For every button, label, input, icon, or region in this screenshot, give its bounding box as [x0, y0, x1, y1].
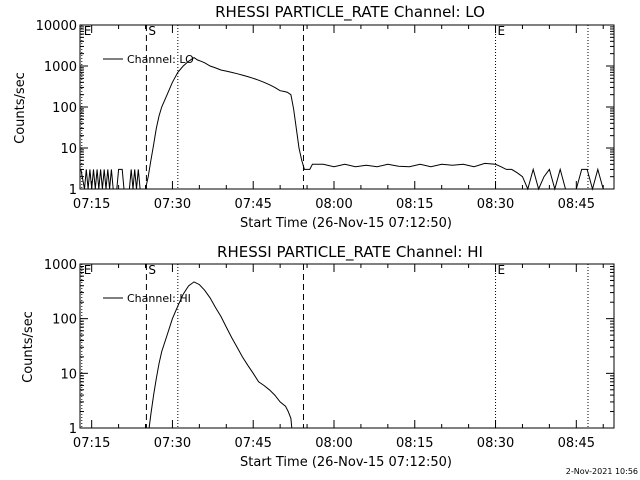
- y-axis-label: Counts/sec: [21, 311, 36, 383]
- y-tick-label: 1000: [44, 60, 77, 75]
- chart-panel-hi: RHESSI PARTICLE_RATE Channel: HI Counts/…: [21, 243, 615, 470]
- x-tick-label: 08:15: [396, 197, 433, 212]
- y-tick-label: 1: [69, 422, 77, 437]
- marker-label: E: [84, 263, 92, 277]
- y-tick-label: 100: [52, 101, 77, 116]
- y-tick-label: 10000: [36, 19, 77, 34]
- x-tick-label: 08:30: [477, 436, 514, 451]
- series-line-hi: [148, 281, 293, 429]
- y-axis-label: Counts/sec: [13, 72, 28, 144]
- y-tick-label: 10: [60, 367, 77, 382]
- x-tick-label: 07:15: [73, 436, 110, 451]
- x-tick-label: 07:15: [73, 197, 110, 212]
- chart-panel-lo: RHESSI PARTICLE_RATE Channel: LO Counts/…: [13, 3, 615, 231]
- marker-label: S: [148, 263, 156, 277]
- footer-timestamp: 2-Nov-2021 10:56: [566, 467, 638, 476]
- marker-label: S: [148, 24, 156, 38]
- plot-frame: [79, 263, 615, 429]
- x-tick-label: 08:00: [315, 436, 352, 451]
- x-axis-label: Start Time (26-Nov-15 07:12:50): [240, 455, 452, 470]
- x-tick-label: 08:00: [315, 197, 352, 212]
- y-tick-label: 100: [52, 313, 77, 328]
- series-line-lo: [80, 56, 609, 191]
- x-tick-label: 07:45: [234, 436, 271, 451]
- marker-label: E: [498, 263, 506, 277]
- x-tick-label: 07:45: [234, 197, 271, 212]
- x-tick-label: 07:30: [154, 197, 191, 212]
- y-tick-label: 1000: [44, 258, 77, 273]
- x-tick-label: 08:45: [558, 197, 595, 212]
- marker-label: E: [498, 24, 506, 38]
- y-tick-label: 1: [69, 183, 77, 198]
- marker-label: E: [84, 24, 92, 38]
- y-tick-label: 10: [60, 142, 77, 157]
- x-tick-label: 08:15: [396, 436, 433, 451]
- x-tick-label: 08:45: [558, 436, 595, 451]
- x-tick-label: 08:30: [477, 197, 514, 212]
- legend-label: Channel: LO: [127, 53, 194, 66]
- x-axis-label: Start Time (26-Nov-15 07:12:50): [240, 216, 452, 231]
- chart-title: RHESSI PARTICLE_RATE Channel: HI: [217, 243, 483, 262]
- x-tick-label: 07:30: [154, 436, 191, 451]
- chart-title: RHESSI PARTICLE_RATE Channel: LO: [215, 3, 485, 22]
- legend-label: Channel: HI: [127, 292, 191, 305]
